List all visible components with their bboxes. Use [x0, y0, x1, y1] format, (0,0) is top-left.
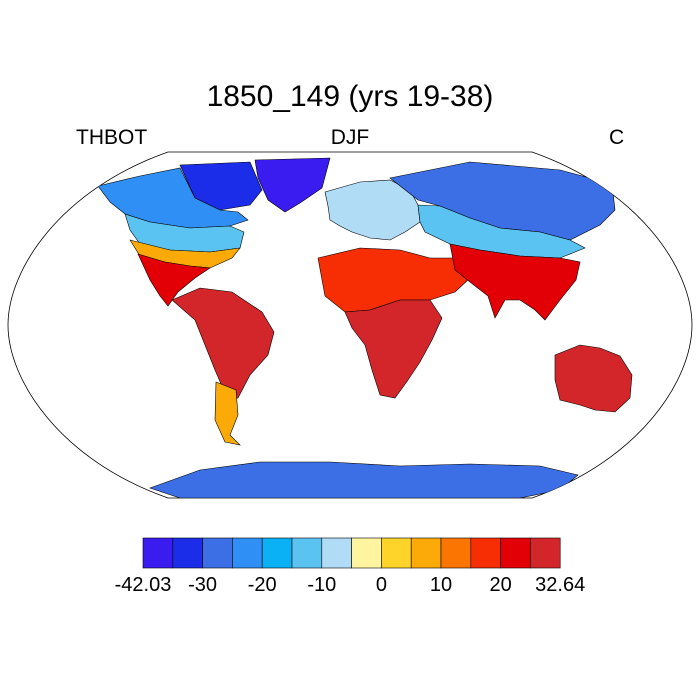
- region-central-america: [137, 253, 211, 307]
- colorbar-box: [232, 537, 263, 569]
- season-label: DJF: [330, 126, 370, 149]
- colorbar-tick-label: 20: [489, 574, 512, 596]
- region-south-america: [171, 287, 275, 401]
- region-antarctica: [149, 461, 579, 498]
- colorbar-box: [530, 537, 561, 569]
- variable-label: THBOT: [76, 126, 148, 149]
- colorbar-box: [410, 537, 442, 569]
- colorbar-tick-label: -10: [307, 574, 337, 596]
- region-central-asia: [417, 204, 586, 259]
- colorbar-box: [470, 537, 501, 569]
- units-label: C: [609, 126, 625, 149]
- colorbar-box: [440, 537, 472, 569]
- region-patagonia: [214, 381, 241, 446]
- colorbar-tick-label: -20: [247, 574, 277, 596]
- colorbar-box: [202, 537, 233, 569]
- colorbar-box: [500, 537, 531, 569]
- colorbar-tick-label: 32.64: [535, 574, 586, 596]
- colorbar-box: [381, 537, 412, 569]
- colorbar-tick-label: -42.03: [114, 574, 172, 596]
- colorbar-tick-label: -30: [188, 574, 218, 596]
- colorbar-box: [172, 537, 203, 569]
- colorbar-box: [321, 537, 352, 569]
- region-europe: [324, 179, 421, 241]
- region-sub-saharan-africa: [344, 299, 443, 399]
- colorbar-box: [261, 537, 293, 569]
- colorbar-box: [291, 537, 323, 569]
- colorbar-box: [351, 537, 382, 569]
- colorbar-tick-label: 0: [375, 574, 387, 596]
- colorbar-box: [142, 537, 174, 569]
- map-title: 1850_149 (yrs 19-38): [206, 80, 494, 113]
- region-australia: [554, 344, 633, 413]
- colorbar-tick-label: 10: [429, 574, 453, 596]
- region-greenland: [254, 157, 331, 213]
- region-india-southeast-asia: [449, 243, 581, 321]
